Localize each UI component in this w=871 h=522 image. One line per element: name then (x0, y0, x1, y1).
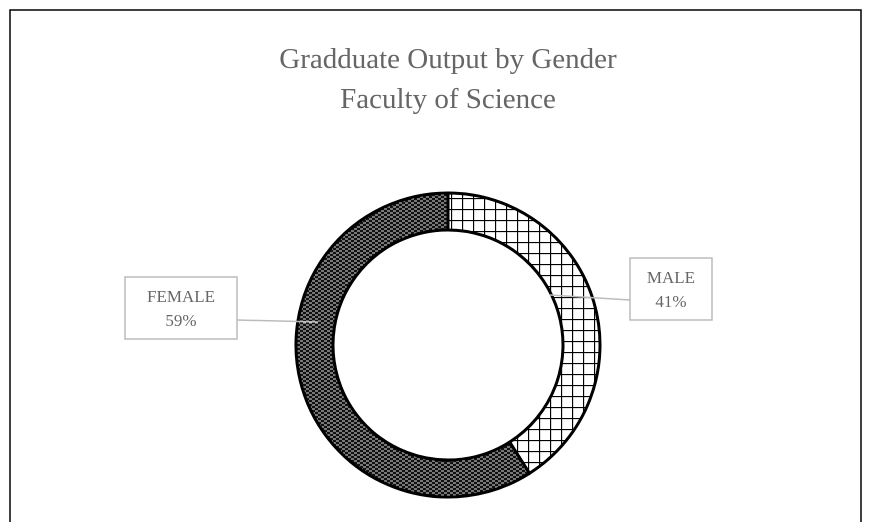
chart-frame (9, 9, 862, 522)
data-label-value: 59% (165, 311, 196, 330)
leader-line (549, 294, 631, 301)
donut-segment (446, 191, 602, 476)
label-box (629, 257, 713, 321)
data-label-category: FEMALE (147, 287, 215, 306)
leader-line (236, 319, 319, 323)
data-label-category: MALE (647, 268, 695, 287)
data-label-value: 41% (655, 292, 686, 311)
donut-segment (294, 191, 532, 499)
chart-subtitle: Faculty of Science (340, 83, 556, 115)
label-box (124, 276, 238, 340)
chart-title: Gradduate Output by Gender (279, 43, 617, 75)
